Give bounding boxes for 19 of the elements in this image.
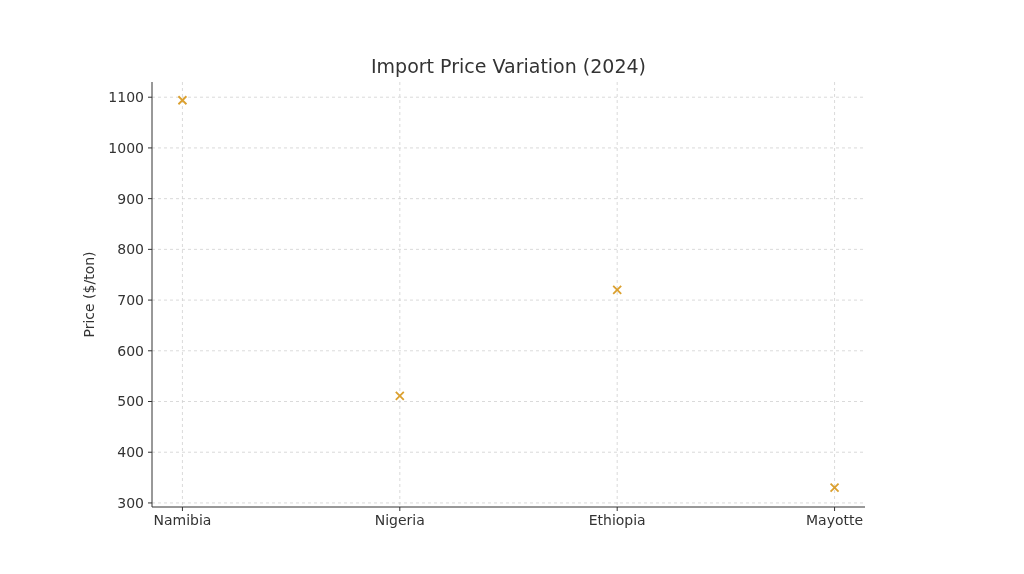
y-axis-title: Price ($/ton) [81, 251, 97, 338]
x-tick-label: Namibia [153, 512, 212, 528]
y-tick-label: 700 [117, 291, 144, 308]
point [394, 391, 405, 401]
y-tick-label: 500 [117, 393, 144, 410]
point [177, 95, 188, 106]
y-tick-label: 1000 [108, 139, 144, 156]
point [612, 285, 623, 295]
y-tick-label: 600 [117, 342, 144, 359]
x-tick-label: Ethiopia [588, 512, 646, 528]
x-tick-label: Mayotte [806, 512, 864, 528]
point [829, 482, 840, 493]
y-tick-label: 400 [117, 444, 144, 461]
chart-title: Import Price Variation (2024) [371, 55, 646, 77]
x-tick-label: Nigeria [374, 512, 425, 528]
y-tick-label: 1100 [108, 89, 144, 106]
y-tick-label: 900 [117, 190, 144, 207]
y-tick-label: 300 [117, 494, 144, 511]
y-tick-label: 800 [117, 241, 144, 258]
